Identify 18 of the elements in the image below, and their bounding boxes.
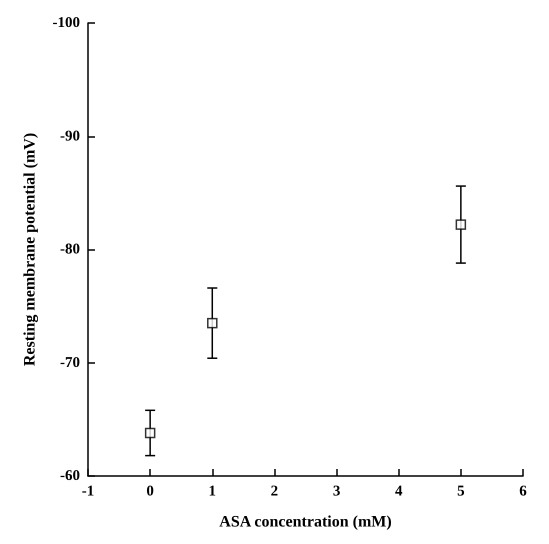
y-tick-label: -80: [60, 242, 80, 258]
x-axis-title: ASA concentration (mM): [219, 514, 392, 530]
x-tick-label: 6: [519, 484, 528, 500]
x-tick-label: -1: [82, 484, 94, 500]
x-tick-label: 5: [457, 484, 465, 500]
x-tick-label: 4: [394, 484, 403, 500]
x-tick-label: 3: [332, 484, 340, 500]
point: [456, 219, 466, 230]
x-tick-label: 1: [208, 484, 216, 500]
y-tick-label: -70: [60, 354, 80, 371]
y-tick-label: -90: [60, 128, 80, 144]
point: [207, 318, 218, 328]
x-tick-label: 0: [146, 484, 154, 500]
y-tick-label: -60: [60, 468, 80, 484]
y-tick-label: -100: [52, 15, 80, 31]
y-axis-title: Resting membrane potential (mV): [22, 132, 38, 366]
point: [144, 428, 156, 438]
x-tick-label: 2: [270, 484, 278, 500]
